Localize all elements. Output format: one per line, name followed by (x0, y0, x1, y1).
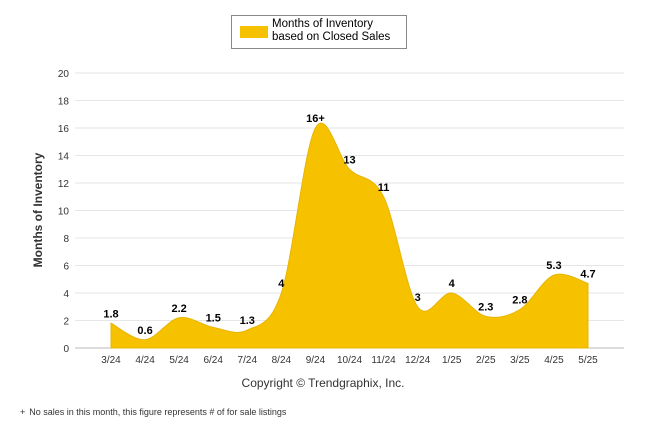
x-tick-label: 1/25 (442, 355, 462, 366)
y-tick-label: 8 (63, 234, 69, 245)
data-label: 4.7 (580, 268, 595, 280)
footnote-text: No sales in this month, this figure repr… (29, 407, 287, 417)
y-tick-label: 6 (63, 262, 69, 273)
copyright-text: Copyright © Trendgraphix, Inc. (241, 376, 405, 390)
y-tick-label: 4 (63, 289, 69, 300)
footnote: + No sales in this month, this figure rep… (20, 407, 286, 417)
legend-label: Months of Inventory based on Closed Sale… (272, 18, 391, 43)
x-tick-label: 12/24 (405, 355, 430, 366)
y-tick-label: 16 (58, 124, 70, 135)
data-label: 2.8 (512, 295, 527, 307)
x-tick-label: 6/24 (203, 355, 223, 366)
y-tick-label: 10 (58, 207, 70, 218)
y-tick-label: 2 (63, 317, 69, 328)
data-label: 0.6 (137, 325, 152, 337)
data-label: 1.8 (103, 308, 118, 320)
legend: Months of Inventory based on Closed Sale… (231, 15, 407, 49)
y-axis-label: Months of Inventory (31, 152, 45, 267)
data-label: 4 (278, 278, 285, 290)
data-label: 3 (415, 292, 421, 304)
data-labels: 1.8 0.6 2.2 1.5 1.3 4 16+ 13 11 3 4 2.3 2.8 5.3 4.7 (103, 113, 595, 337)
x-tick-label: 9/24 (306, 355, 326, 366)
data-label: 13 (343, 154, 355, 166)
x-tick-label: 2/25 (476, 355, 496, 366)
area-fill (110, 122, 589, 349)
x-tick-label: 8/24 (272, 355, 292, 366)
data-label: 2.2 (171, 303, 186, 315)
data-label: 1.3 (240, 315, 255, 327)
x-tick-label: 11/24 (371, 355, 396, 366)
x-tick-label: 5/24 (169, 355, 189, 366)
area-series (110, 122, 589, 349)
x-tick-label: 10/24 (337, 355, 362, 366)
data-label: 1.5 (206, 312, 221, 324)
x-tick-label: 4/24 (135, 355, 155, 366)
data-label: 16+ (306, 113, 325, 125)
data-label: 11 (378, 182, 390, 194)
data-label: 2.3 (478, 301, 493, 313)
x-tick-label: 7/24 (238, 355, 258, 366)
x-tick-label: 3/25 (510, 355, 530, 366)
y-tick-label: 0 (63, 344, 69, 355)
x-axis-ticks: 3/24 4/24 5/24 6/24 7/24 8/24 9/24 10/24 11/24 12… (101, 355, 598, 366)
data-label: 5.3 (546, 260, 561, 272)
y-tick-label: 12 (58, 179, 70, 190)
x-tick-label: 3/24 (101, 355, 121, 366)
y-axis-ticks: 0 2 4 6 8 10 12 14 16 18 20 (58, 69, 70, 355)
x-tick-label: 5/25 (578, 355, 598, 366)
y-tick-label: 18 (58, 97, 70, 108)
y-tick-label: 20 (58, 69, 70, 80)
data-label: 4 (449, 278, 456, 290)
footnote-mark: + (20, 407, 26, 417)
legend-swatch (240, 26, 268, 38)
x-tick-label: 4/25 (544, 355, 564, 366)
y-tick-label: 14 (58, 152, 70, 163)
